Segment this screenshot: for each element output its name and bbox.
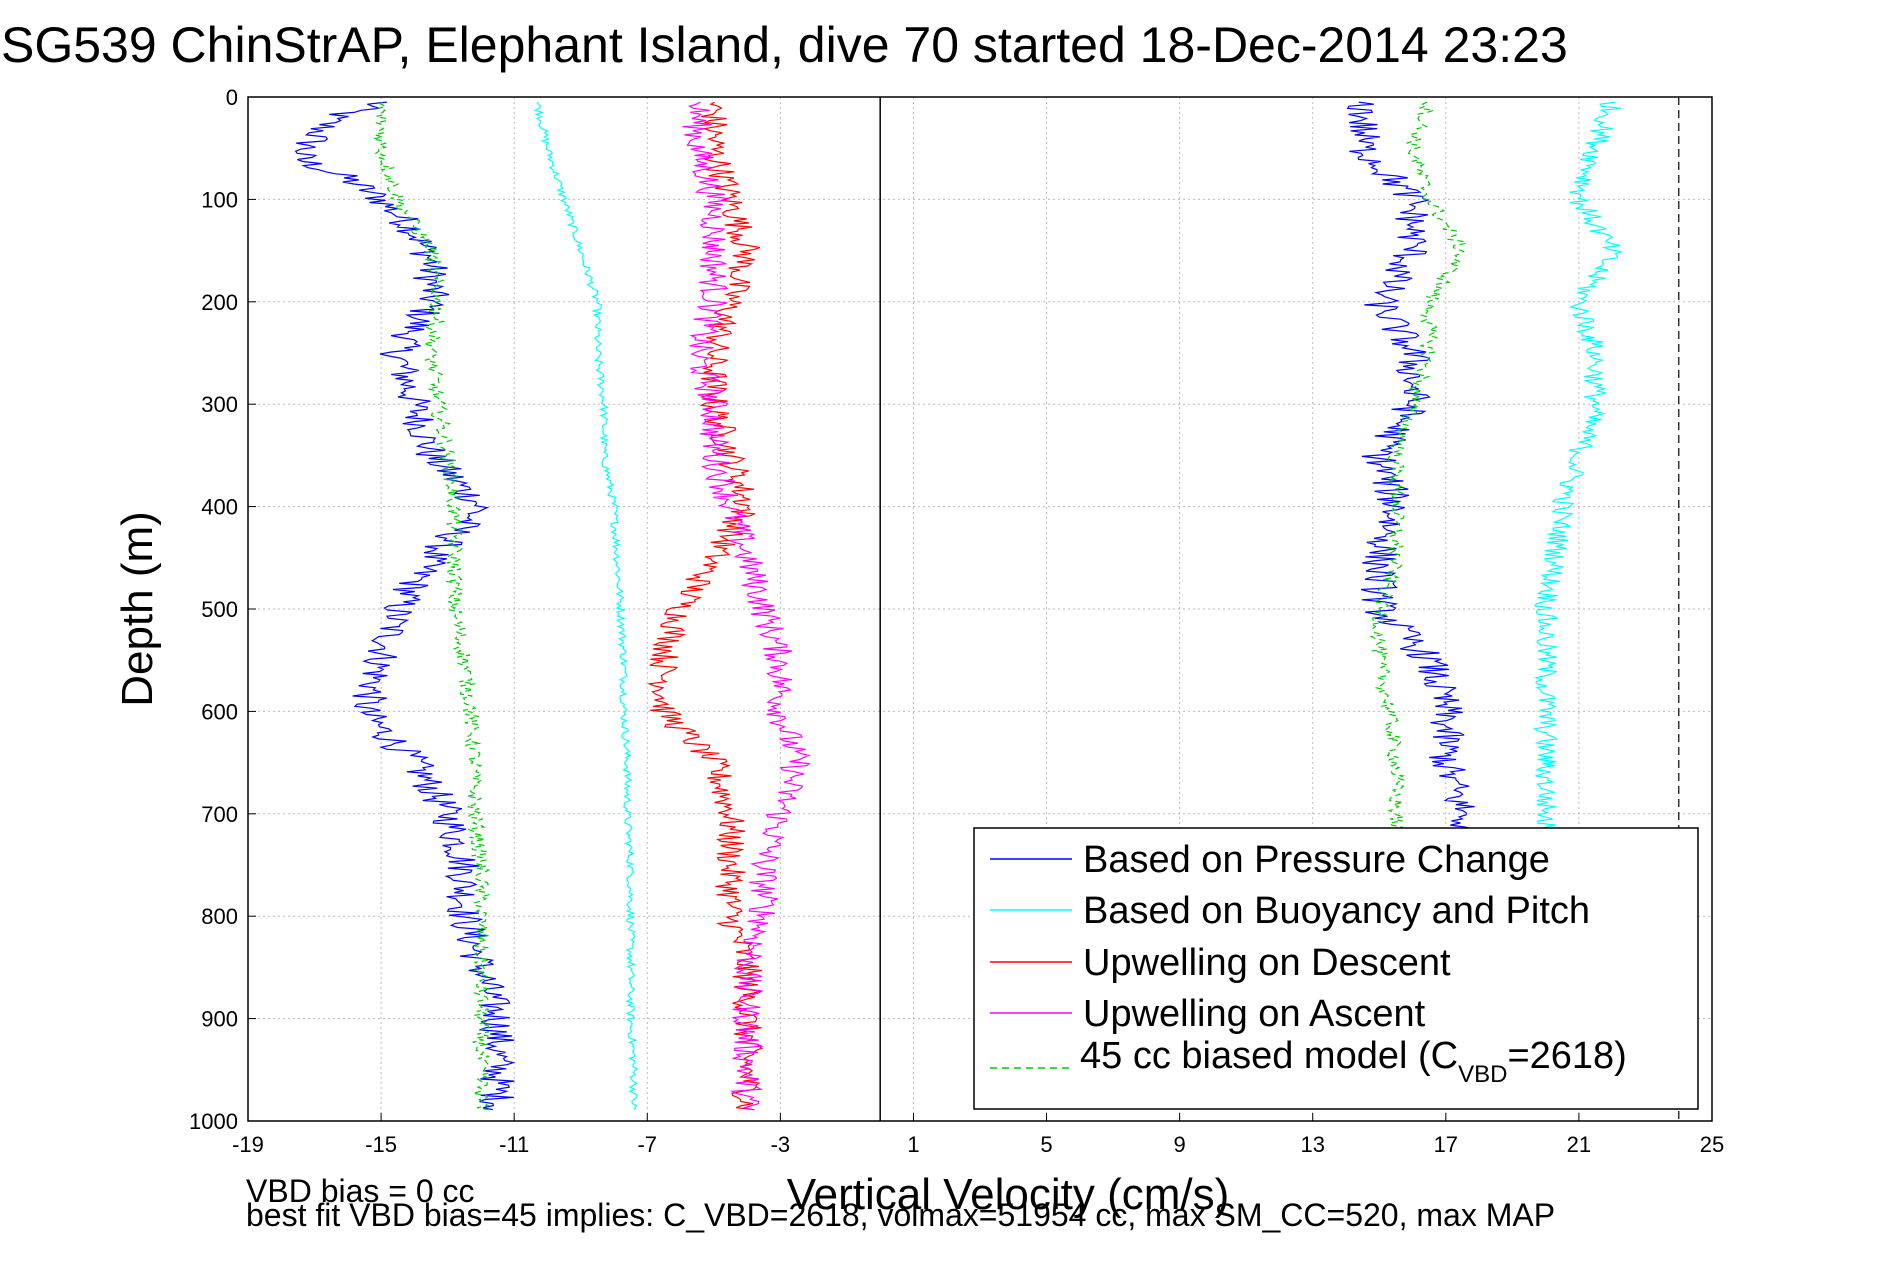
x-tick-label: 25	[1700, 1132, 1724, 1157]
legend-label-up-ascent: Upwelling on Ascent	[1083, 993, 1426, 1035]
legend-label-model-main: 45 cc biased model (C	[1080, 1035, 1458, 1077]
y-axis-label: Depth (m)	[113, 511, 162, 707]
y-tick-label: 1000	[189, 1109, 238, 1134]
series-up_ascent	[682, 101, 812, 1111]
x-tick-label: 13	[1300, 1132, 1324, 1157]
y-tick-label: 200	[201, 290, 238, 315]
y-tick-label: 300	[201, 392, 238, 417]
x-tick-label: -11	[499, 1132, 529, 1157]
y-tick-label: 600	[201, 699, 238, 724]
series-buoyancy-ascent	[1533, 101, 1622, 834]
x-tick-label: -19	[232, 1132, 264, 1157]
y-tick-label: 0	[226, 85, 238, 110]
y-tick-label: 900	[201, 1007, 238, 1032]
reference-lines	[879, 97, 1680, 1121]
chart-title: SG539 ChinStrAP, Elephant Island, dive 7…	[1, 17, 1568, 73]
series-up_descent	[647, 101, 764, 1111]
legend-label-model-subscript: VBD	[1458, 1061, 1507, 1088]
x-tick-label: -7	[637, 1132, 657, 1157]
x-tick-label: 9	[1174, 1132, 1186, 1157]
x-axis-ticks: -19 -15 -11 -7 -3 1 5 9 13 17 21 25	[232, 1113, 1724, 1157]
y-tick-label: 400	[201, 495, 238, 520]
x-axis-label: Vertical Velocity (cm/s)	[787, 1170, 1230, 1219]
x-tick-label: 5	[1040, 1132, 1052, 1157]
series-layer	[294, 101, 1622, 1111]
series-pressure	[294, 101, 516, 1111]
x-tick-label: -3	[771, 1132, 791, 1157]
series-buoyancy	[533, 101, 639, 1110]
y-tick-label: 100	[201, 187, 238, 212]
y-tick-label: 800	[201, 904, 238, 929]
x-tick-label: -15	[365, 1132, 397, 1157]
series-model-ascent	[1368, 101, 1468, 834]
footer-vbd-bias: VBD bias = 0 cc	[246, 1173, 475, 1209]
y-tick-label: 700	[201, 802, 238, 827]
x-tick-label: 21	[1567, 1132, 1591, 1157]
legend-label-buoyancy: Based on Buoyancy and Pitch	[1083, 890, 1590, 932]
x-tick-label: 1	[907, 1132, 919, 1157]
footer-best-fit: best fit VBD bias=45 implies: C_VBD=2618…	[246, 1197, 1555, 1233]
legend-label-model-tail: =2618)	[1507, 1035, 1626, 1077]
series-pressure-ascent	[1346, 101, 1475, 834]
legend-label-up-descent: Upwelling on Descent	[1083, 942, 1451, 984]
legend-label-pressure: Based on Pressure Change	[1083, 839, 1550, 881]
x-tick-label: 17	[1434, 1132, 1458, 1157]
y-tick-label: 500	[201, 597, 238, 622]
legend-box	[973, 827, 1699, 1110]
legend-label-model: 45 cc biased model (CVBD=2618)	[1080, 1035, 1627, 1088]
y-axis-ticks: 0 100 200 300 400 500 600 700 800 900 1000	[189, 85, 256, 1134]
series-model	[372, 101, 491, 1111]
legend: Based on Pressure Change Based on Buoyan…	[973, 827, 1699, 1110]
